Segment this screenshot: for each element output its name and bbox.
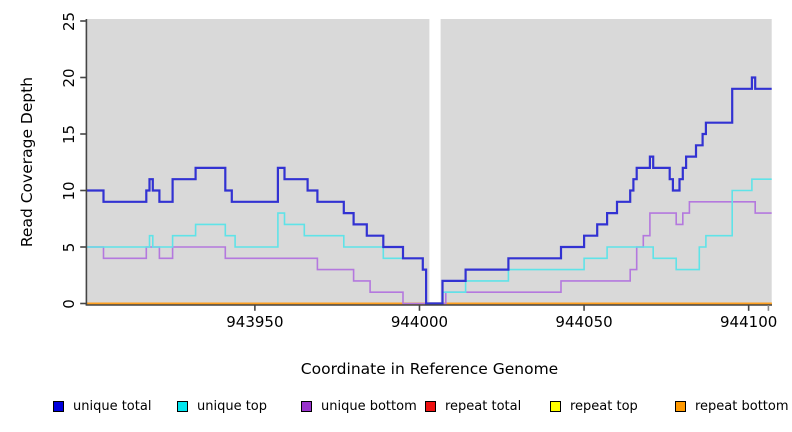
legend-label: unique top — [197, 398, 268, 414]
repeat-total-swatch — [425, 400, 436, 412]
legend-item-repeat-total: repeat total — [425, 398, 521, 414]
legend-label: repeat bottom — [695, 398, 789, 414]
repeat-bottom-swatch — [675, 400, 686, 412]
unique-total-swatch — [53, 400, 64, 412]
masked-gap-region — [429, 19, 441, 302]
legend-item-unique-bottom: unique bottom — [301, 398, 417, 414]
repeat-top-swatch — [550, 400, 561, 412]
legend-item-unique-top: unique top — [177, 398, 267, 414]
legend-item-repeat-bottom: repeat bottom — [675, 398, 789, 414]
unique-bottom-swatch — [301, 400, 312, 412]
plot-area: 0 5 10 15 20 25 943950 944000 944050 944100 — [60, 12, 777, 331]
y-tick-label: 5 — [60, 243, 78, 253]
y-tick-label: 0 — [60, 299, 78, 309]
x-tick-label: 943950 — [226, 313, 283, 331]
series-unique-total-line — [87, 76, 772, 305]
legend-item-repeat-top: repeat top — [550, 398, 638, 414]
x-tick-label: 944000 — [391, 313, 448, 331]
y-tick-label: 20 — [60, 68, 78, 87]
x-axis-title: Coordinate in Reference Genome — [300, 360, 559, 378]
y-tick-label: 10 — [60, 181, 78, 200]
unique-top-swatch — [177, 400, 188, 412]
y-axis-title: Read Coverage Depth — [18, 76, 36, 248]
y-tick-label: 15 — [60, 125, 78, 144]
legend-label: repeat top — [570, 398, 638, 414]
series-unique-bottom-line — [87, 201, 772, 305]
plot-background — [86, 19, 772, 305]
x-tick-label: 944100 — [720, 313, 777, 331]
legend-label: repeat total — [445, 398, 522, 414]
legend-label: unique total — [73, 398, 152, 414]
legend-label: unique bottom — [321, 398, 417, 414]
x-tick-label: 944050 — [555, 313, 612, 331]
legend-item-unique-total: unique total — [53, 398, 151, 414]
y-tick-label: 25 — [60, 12, 78, 31]
